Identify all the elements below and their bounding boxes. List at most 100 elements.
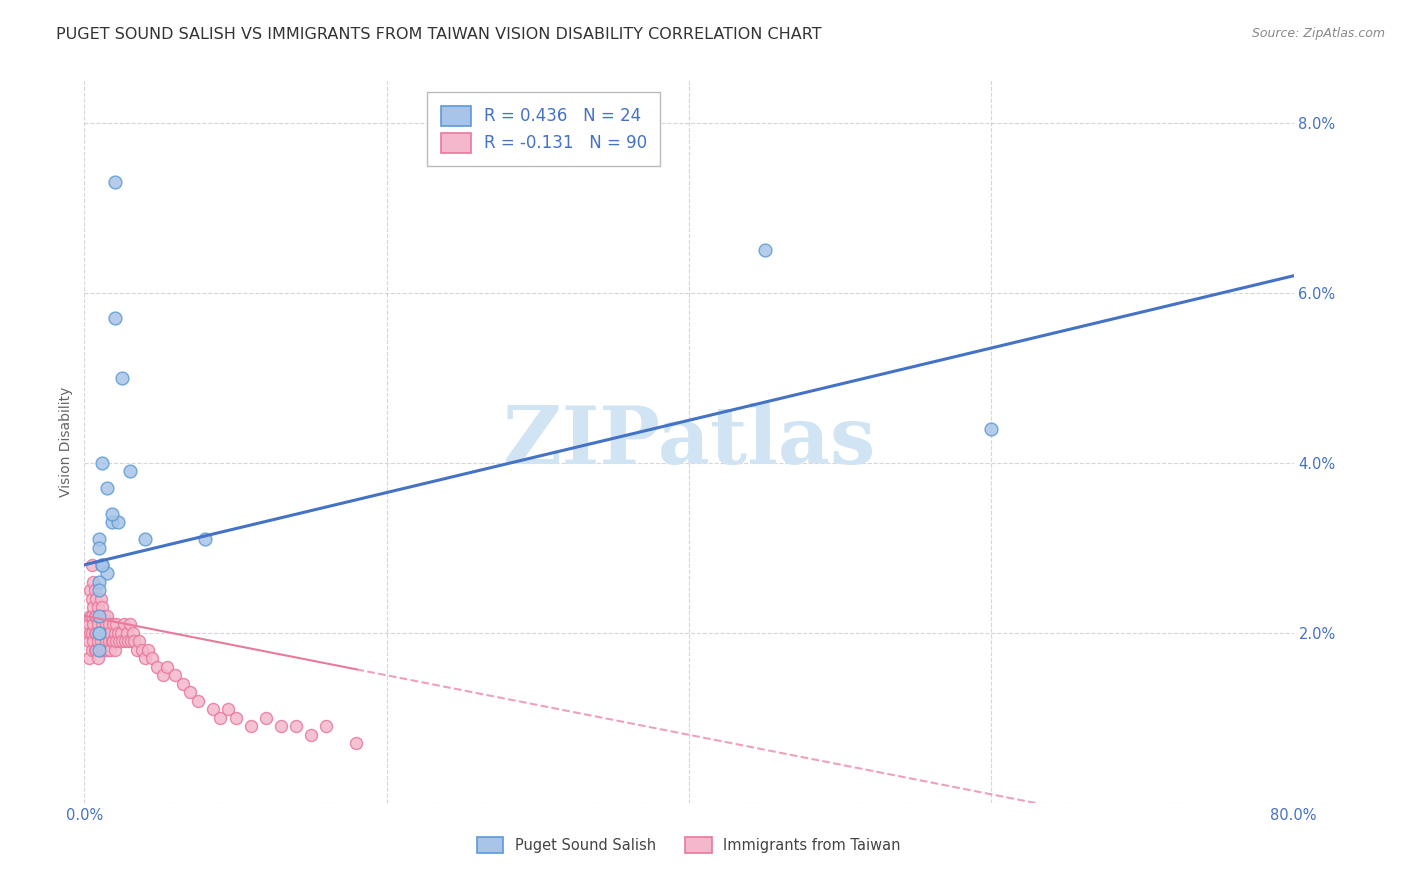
Point	[87, 617, 110, 632]
Point	[754, 244, 776, 258]
Point	[80, 591, 103, 606]
Point	[165, 668, 187, 682]
Legend: Puget Sound Salish, Immigrants from Taiwan: Puget Sound Salish, Immigrants from Taiw…	[470, 830, 908, 861]
Point	[80, 625, 103, 640]
Point	[100, 634, 122, 648]
Point	[118, 464, 141, 478]
Point	[89, 642, 111, 657]
Point	[115, 625, 138, 640]
Point	[134, 651, 156, 665]
Point	[152, 668, 174, 682]
Point	[98, 642, 121, 657]
Point	[89, 625, 111, 640]
Point	[82, 600, 104, 615]
Point	[86, 625, 108, 640]
Point	[93, 642, 115, 657]
Point	[201, 702, 224, 716]
Point	[89, 625, 111, 640]
Point	[94, 634, 117, 648]
Point	[96, 566, 118, 581]
Point	[111, 371, 134, 385]
Point	[141, 651, 163, 665]
Point	[77, 634, 100, 648]
Point	[84, 625, 107, 640]
Point	[79, 608, 101, 623]
Point	[87, 634, 110, 648]
Point	[89, 625, 111, 640]
Point	[96, 481, 118, 495]
Point	[172, 677, 194, 691]
Point	[128, 634, 150, 648]
Point	[187, 694, 209, 708]
Point	[90, 634, 112, 648]
Point	[80, 558, 103, 572]
Point	[254, 711, 277, 725]
Point	[107, 516, 129, 530]
Point	[89, 642, 111, 657]
Point	[239, 719, 262, 733]
Point	[118, 617, 141, 632]
Point	[86, 642, 108, 657]
Point	[980, 422, 1002, 436]
Point	[104, 625, 127, 640]
Point	[84, 608, 107, 623]
Point	[89, 541, 111, 555]
Text: Source: ZipAtlas.com: Source: ZipAtlas.com	[1251, 27, 1385, 40]
Point	[131, 642, 153, 657]
Point	[94, 617, 117, 632]
Point	[79, 625, 101, 640]
Point	[315, 719, 337, 733]
Point	[117, 634, 139, 648]
Point	[82, 634, 104, 648]
Point	[134, 533, 156, 547]
Point	[91, 617, 114, 632]
Point	[86, 608, 108, 623]
Text: PUGET SOUND SALISH VS IMMIGRANTS FROM TAIWAN VISION DISABILITY CORRELATION CHART: PUGET SOUND SALISH VS IMMIGRANTS FROM TA…	[56, 27, 823, 42]
Point	[91, 600, 114, 615]
Point	[87, 651, 110, 665]
Point	[225, 711, 247, 725]
Point	[91, 558, 114, 572]
Point	[121, 625, 143, 640]
Point	[120, 634, 142, 648]
Point	[91, 456, 114, 470]
Point	[122, 634, 145, 648]
Point	[93, 608, 115, 623]
Point	[84, 583, 107, 598]
Point	[98, 625, 121, 640]
Point	[96, 625, 118, 640]
Point	[104, 642, 127, 657]
Point	[108, 634, 131, 648]
Point	[90, 591, 112, 606]
Point	[285, 719, 308, 733]
Point	[111, 634, 134, 648]
Point	[89, 583, 111, 598]
Point	[89, 574, 111, 589]
Point	[84, 642, 107, 657]
Point	[82, 617, 104, 632]
Point	[156, 660, 179, 674]
Text: ZIPatlas: ZIPatlas	[503, 402, 875, 481]
Point	[105, 634, 128, 648]
Point	[80, 608, 103, 623]
Point	[77, 617, 100, 632]
Point	[96, 642, 118, 657]
Point	[112, 617, 135, 632]
Point	[217, 702, 239, 716]
Point	[346, 736, 368, 750]
Point	[179, 685, 201, 699]
Point	[97, 634, 120, 648]
Point	[105, 617, 128, 632]
Point	[114, 634, 136, 648]
Point	[91, 642, 114, 657]
Point	[299, 728, 322, 742]
Point	[136, 642, 159, 657]
Point	[93, 625, 115, 640]
Point	[101, 634, 124, 648]
Point	[82, 574, 104, 589]
Point	[127, 642, 149, 657]
Point	[97, 617, 120, 632]
Point	[80, 642, 103, 657]
Point	[79, 583, 101, 598]
Point	[96, 608, 118, 623]
